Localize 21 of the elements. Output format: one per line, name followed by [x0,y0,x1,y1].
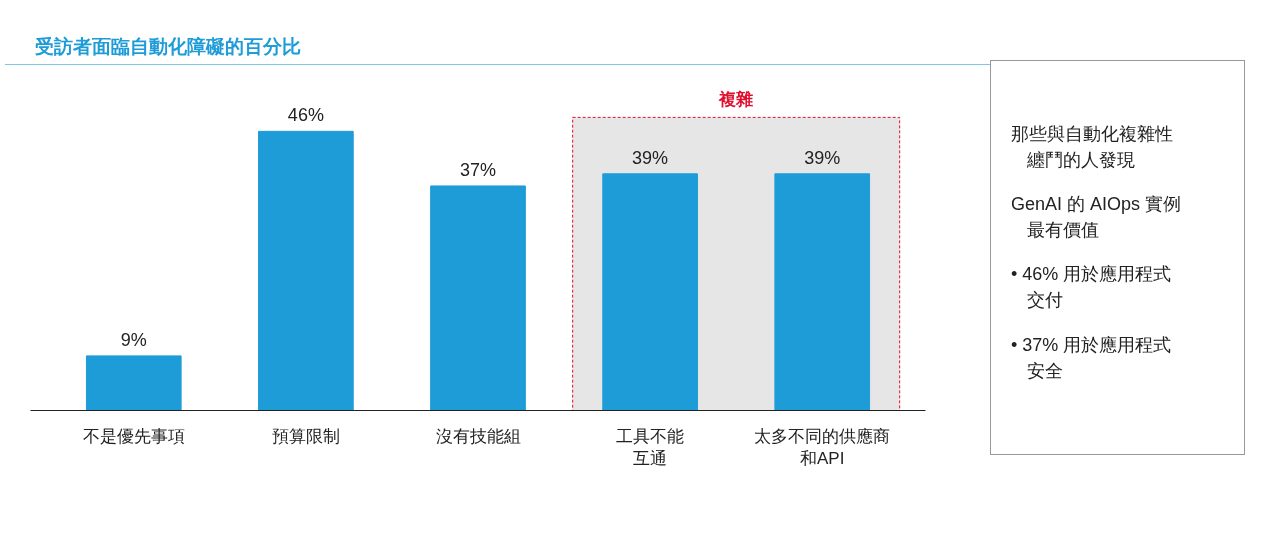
data-label: 37% [459,159,497,180]
bar [430,185,526,411]
text: GenAI 的 AIOps 實例最有價值 [1011,193,1183,243]
bar [602,173,698,411]
bar [85,355,182,411]
x-tick-label: 工具不能互通 [616,426,685,469]
data-label: 39% [632,147,669,168]
chart-title: 受訪者面臨自動化障礙的百分比 [35,35,301,59]
x-tick-label: 預算限制 [271,426,340,446]
data-label: 9% [120,329,147,350]
data-label: 46% [287,105,324,126]
bar [258,130,354,411]
text: • 37% 用於應用程式安全 [1011,333,1173,383]
x-tick-label: 太多不同的供應商和API [754,426,891,469]
band-label: 複雜 [718,90,754,110]
x-tick-label: 不是優先事項 [82,426,185,446]
x-tick-label: 沒有技能組 [435,426,521,446]
text: 那些與自動化複雜性纏鬥的人發現 [1011,123,1174,173]
data-label: 39% [804,147,841,168]
text: • 46% 用於應用程式交付 [1011,263,1173,313]
bar [774,173,871,411]
